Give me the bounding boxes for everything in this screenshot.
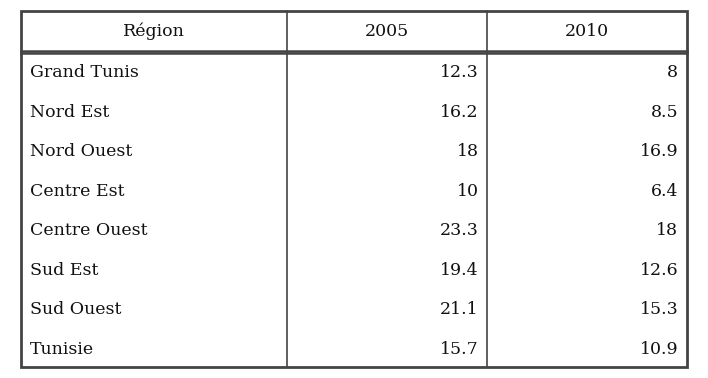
Text: 6.4: 6.4	[651, 183, 678, 200]
Text: 21.1: 21.1	[440, 301, 479, 318]
Text: Nord Est: Nord Est	[30, 104, 109, 121]
Text: 10: 10	[457, 183, 479, 200]
Text: Centre Ouest: Centre Ouest	[30, 222, 147, 239]
Text: 19.4: 19.4	[440, 262, 479, 279]
Text: 18: 18	[457, 143, 479, 160]
Text: Tunisie: Tunisie	[30, 341, 94, 358]
Text: 15.3: 15.3	[639, 301, 678, 318]
Text: 23.3: 23.3	[440, 222, 479, 239]
Text: 18: 18	[656, 222, 678, 239]
Text: 2010: 2010	[565, 23, 609, 40]
Text: Centre Est: Centre Est	[30, 183, 124, 200]
Text: 16.9: 16.9	[639, 143, 678, 160]
Text: Sud Ouest: Sud Ouest	[30, 301, 121, 318]
Text: 12.6: 12.6	[639, 262, 678, 279]
Text: 8: 8	[667, 64, 678, 81]
Text: 2005: 2005	[365, 23, 409, 40]
Text: 15.7: 15.7	[440, 341, 479, 358]
Text: 10.9: 10.9	[639, 341, 678, 358]
Text: Sud Est: Sud Est	[30, 262, 98, 279]
Text: Nord Ouest: Nord Ouest	[30, 143, 132, 160]
Text: Région: Région	[123, 22, 185, 40]
Text: 16.2: 16.2	[440, 104, 479, 121]
Text: Grand Tunis: Grand Tunis	[30, 64, 139, 81]
Text: 8.5: 8.5	[651, 104, 678, 121]
Text: 12.3: 12.3	[440, 64, 479, 81]
